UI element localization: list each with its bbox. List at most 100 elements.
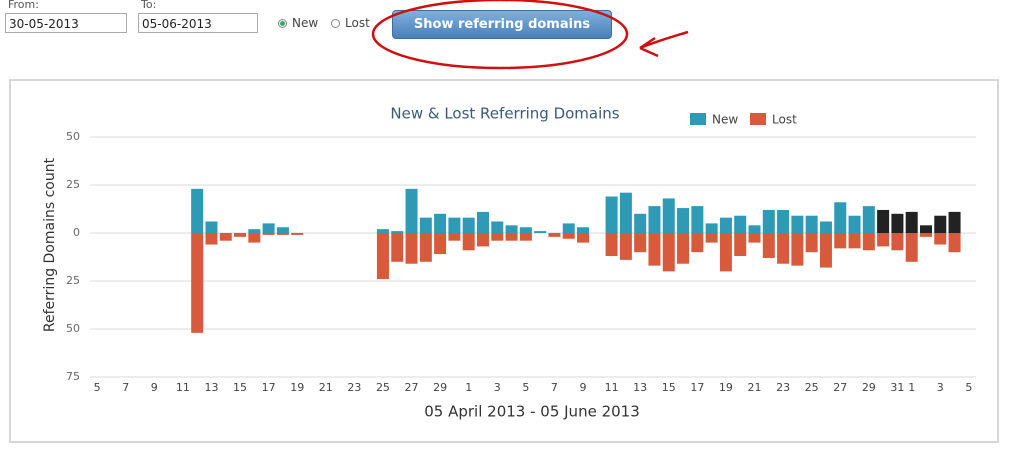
chart-panel: [9, 79, 999, 443]
bar: [534, 231, 547, 233]
bar: [819, 233, 832, 268]
radio-label: Lost: [345, 16, 370, 30]
radio-dot: [331, 18, 340, 28]
bar: [691, 233, 704, 253]
x-tick-label: 7: [551, 381, 558, 394]
bar: [191, 188, 204, 233]
x-tick-label: 9: [151, 381, 158, 394]
annotation-arrow: [639, 30, 689, 58]
bar: [491, 233, 504, 241]
x-tick-label: 19: [290, 381, 304, 394]
bar: [862, 233, 875, 251]
bar: [748, 225, 761, 233]
bar: [648, 206, 661, 233]
from-label: From:: [8, 0, 39, 11]
x-tick-label: 15: [233, 381, 247, 394]
bar: [219, 233, 232, 241]
x-tick-label: 5: [965, 381, 972, 394]
radio-new[interactable]: New: [278, 16, 318, 30]
x-tick-label: 15: [662, 381, 676, 394]
bar: [805, 215, 818, 233]
x-tick-label: 5: [522, 381, 529, 394]
bar: [777, 233, 790, 264]
x-tick-label: 17: [262, 381, 276, 394]
bar: [905, 211, 918, 233]
x-tick-label: 25: [805, 381, 819, 394]
bar: [605, 233, 618, 257]
x-tick-label: 17: [690, 381, 704, 394]
bar: [662, 198, 675, 233]
y-tick-label: 0: [73, 226, 80, 239]
from-input[interactable]: 30-05-2013: [5, 13, 127, 33]
bar: [577, 233, 590, 243]
bar: [562, 233, 575, 239]
bar: [705, 223, 718, 233]
x-tick-label: 23: [347, 381, 361, 394]
bar: [391, 231, 404, 233]
bar: [919, 225, 932, 233]
bar: [791, 233, 804, 266]
x-tick-label: 1: [465, 381, 472, 394]
x-tick-label: 21: [319, 381, 333, 394]
submit-button[interactable]: Show referring domains: [392, 10, 612, 39]
x-tick-label: 1: [908, 381, 915, 394]
x-tick-label: 3: [494, 381, 501, 394]
bar: [248, 229, 261, 233]
bar: [677, 233, 690, 264]
bar: [262, 233, 275, 235]
bar: [462, 217, 475, 233]
bar: [434, 233, 447, 255]
y-tick-label: 75: [66, 370, 80, 383]
y-tick-label: 25: [66, 178, 80, 191]
legend-swatch: [690, 113, 706, 125]
x-tick-label: 13: [633, 381, 647, 394]
x-tick-label: 23: [776, 381, 790, 394]
bar: [605, 196, 618, 233]
bar: [505, 225, 518, 233]
bar: [948, 233, 961, 253]
bar: [819, 221, 832, 233]
bar: [562, 223, 575, 233]
bar: [734, 233, 747, 257]
x-tick-label: 9: [580, 381, 587, 394]
bar: [877, 209, 890, 233]
bar: [276, 233, 289, 235]
legend-swatch: [750, 113, 766, 125]
bar: [719, 233, 732, 272]
bar: [848, 215, 861, 233]
legend-label: Lost: [772, 113, 797, 127]
bar: [205, 233, 218, 245]
bar: [577, 227, 590, 233]
x-tick-label: 31: [890, 381, 904, 394]
bar: [448, 233, 461, 241]
x-tick-label: 7: [122, 381, 129, 394]
bar: [476, 211, 489, 233]
to-input[interactable]: 05-06-2013: [138, 13, 258, 33]
bar: [891, 213, 904, 233]
bar: [762, 209, 775, 233]
bar: [419, 217, 432, 233]
annotation-arrow: [837, 148, 946, 183]
bar: [205, 221, 218, 233]
bar: [448, 217, 461, 233]
bar: [905, 233, 918, 262]
x-tick-label: 5: [94, 381, 101, 394]
bar: [762, 233, 775, 258]
x-tick-label: 11: [605, 381, 619, 394]
radio-lost[interactable]: Lost: [331, 16, 370, 30]
to-label: To:: [141, 0, 157, 11]
y-tick-label: 50: [66, 322, 80, 335]
x-axis-title: 05 April 2013 - 05 June 2013: [424, 403, 640, 421]
bar: [491, 221, 504, 233]
radio-dot: [278, 18, 287, 28]
radio-label: New: [292, 16, 319, 30]
bar: [634, 213, 647, 233]
bar: [376, 233, 389, 280]
bar: [376, 229, 389, 233]
x-tick-label: 3: [937, 381, 944, 394]
bar: [519, 227, 532, 233]
bar: [634, 233, 647, 253]
bar: [248, 233, 261, 243]
